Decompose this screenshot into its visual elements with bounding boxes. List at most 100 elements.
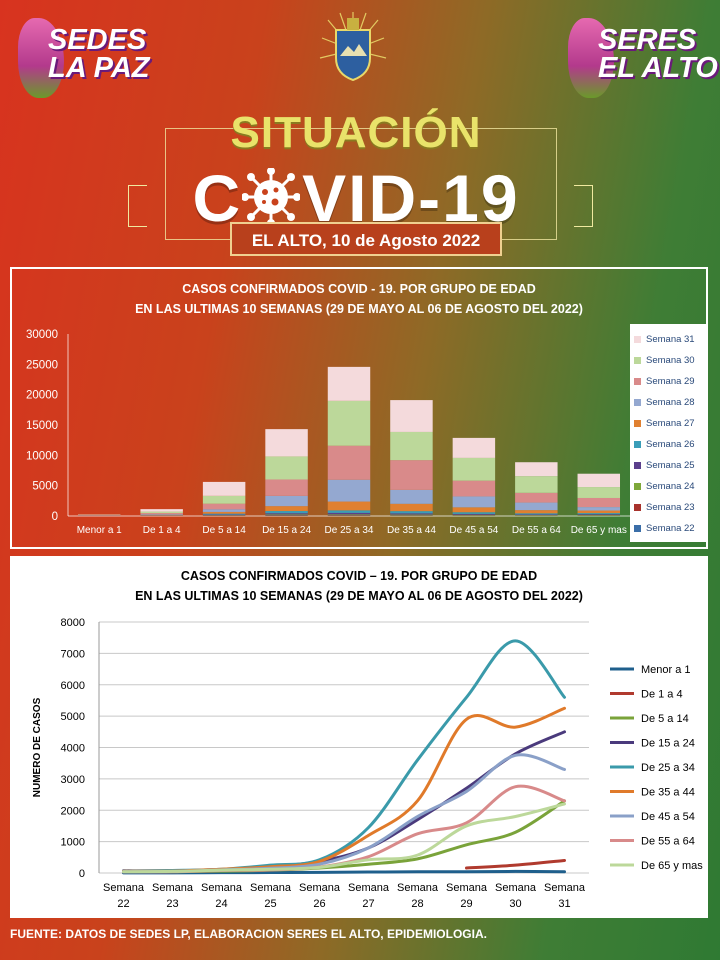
line-y-tick-label: 7000 xyxy=(61,648,85,660)
line-legend-label: De 35 a 44 xyxy=(641,787,695,799)
bar-legend-swatch xyxy=(634,356,641,364)
bar-legend-label: Semana 22 xyxy=(646,523,695,534)
bar-x-tick-label: De 65 y mas xyxy=(571,525,627,536)
bar-x-tick-label: Menor a 1 xyxy=(77,525,122,536)
bar-segment xyxy=(452,496,496,508)
virus-icon xyxy=(242,168,300,226)
bar-legend-swatch xyxy=(634,482,641,490)
bar-legend-label: Semana 23 xyxy=(646,502,695,513)
bar-segment xyxy=(577,473,621,488)
bar-legend-item: Semana 27 xyxy=(634,418,695,430)
line-x-tick-label: Semana 26 xyxy=(299,882,341,910)
bar-segment xyxy=(577,497,621,508)
bar-y-tick-label: 30000 xyxy=(26,329,58,341)
bar-segment xyxy=(265,429,308,457)
bar-legend-swatch xyxy=(634,335,641,343)
seres-el-alto-logo: SERES EL ALTO xyxy=(568,16,718,98)
bar-legend-label: Semana 26 xyxy=(646,439,695,450)
bar-legend-swatch xyxy=(634,503,641,511)
bar-legend-swatch xyxy=(634,419,641,427)
bar-segment xyxy=(390,431,433,461)
bar-legend-item: Semana 23 xyxy=(634,502,695,514)
bar-segment xyxy=(202,514,246,516)
bar-segment xyxy=(390,513,433,515)
bar-legend-item: Semana 30 xyxy=(634,355,695,367)
bar-x-tick-label: De 15 a 24 xyxy=(262,525,311,536)
bar-segment xyxy=(515,502,558,511)
bar-legend-label: Semana 30 xyxy=(646,355,695,366)
bar-segment xyxy=(577,487,621,498)
bar-legend-swatch xyxy=(634,440,641,448)
bar-segment xyxy=(327,512,371,515)
bar-legend-swatch xyxy=(634,461,641,469)
bar-segment xyxy=(577,510,621,514)
bar-segment xyxy=(265,479,308,496)
bar-segment xyxy=(327,514,371,516)
bar-segment xyxy=(202,509,246,512)
line-y-tick-label: 0 xyxy=(79,868,85,880)
line-x-tick-label: Semana 27 xyxy=(348,882,390,910)
bar-x-tick-label: De 25 a 34 xyxy=(325,525,374,536)
bar-legend-item: Semana 24 xyxy=(634,481,695,493)
city-seal-icon xyxy=(319,12,387,82)
bar-legend-swatch xyxy=(634,398,641,406)
bar-legend-item: Semana 22 xyxy=(634,523,695,535)
bar-segment xyxy=(452,513,496,515)
bar-y-tick-label: 20000 xyxy=(26,390,58,402)
left-logo-text: SEDES LA PAZ xyxy=(48,26,150,84)
bar-segment xyxy=(265,506,308,512)
bar-legend-item: Semana 28 xyxy=(634,397,695,409)
line-chart-panel: CASOS CONFIRMADOS COVID – 19. POR GRUPO … xyxy=(10,556,708,918)
line-series xyxy=(465,858,566,870)
line-legend-label: De 45 a 54 xyxy=(641,811,695,823)
line-y-axis-label: NUMERO DE CASOS xyxy=(32,697,43,797)
line-y-tick-label: 2000 xyxy=(61,805,85,817)
bar-legend-label: Semana 25 xyxy=(646,460,695,471)
bar-segment xyxy=(140,513,183,515)
bar-segment xyxy=(202,513,246,515)
bar-segment xyxy=(452,507,496,513)
el-alto-map-icon xyxy=(568,18,614,98)
bar-segment xyxy=(452,514,496,516)
line-series xyxy=(122,802,566,874)
line-x-tick-label: Semana 24 xyxy=(201,882,243,910)
left-logo-line2: LA PAZ xyxy=(48,52,150,84)
bar-segment xyxy=(515,510,558,514)
sedes-la-paz-logo: SEDES LA PAZ xyxy=(18,16,168,98)
bar-segment xyxy=(202,503,246,510)
bar-chart-title-line1: CASOS CONFIRMADOS COVID - 19. POR GRUPO … xyxy=(182,282,536,296)
bar-segment xyxy=(452,457,496,481)
bar-segment xyxy=(140,509,183,512)
bar-legend-swatch xyxy=(634,377,641,385)
bar-x-tick-label: De 45 a 54 xyxy=(449,525,498,536)
bar-segment xyxy=(390,400,433,432)
line-x-tick-label: Semana 23 xyxy=(152,882,194,910)
bar-segment xyxy=(452,437,496,458)
line-x-tick-label: Semana 29 xyxy=(446,882,488,910)
bar-segment xyxy=(265,495,308,507)
bar-segment xyxy=(390,503,433,512)
bar-chart-title-line2: EN LAS ULTIMAS 10 SEMANAS (29 DE MAYO AL… xyxy=(135,302,583,316)
bar-segment xyxy=(452,480,496,497)
line-legend-label: De 65 y mas xyxy=(641,860,703,872)
line-series xyxy=(122,753,566,874)
bar-segment xyxy=(265,514,308,516)
stacked-bar-chart: 0 5000 10000 15000 20000 25000 30000 Menor a 1 D… xyxy=(26,329,630,536)
bar-x-tick-label: De 35 a 44 xyxy=(387,525,436,536)
line-legend-label: Menor a 1 xyxy=(641,664,691,676)
line-x-tick-label: Semana 22 xyxy=(103,882,145,910)
bar-segment xyxy=(327,501,371,511)
bar-segment xyxy=(390,460,433,490)
bar-legend-item: Semana 25 xyxy=(634,460,695,472)
bar-legend-item: Semana 29 xyxy=(634,376,695,388)
line-y-tick-label: 8000 xyxy=(61,617,85,629)
line-y-tick-label: 4000 xyxy=(61,743,85,755)
line-x-tick-label: Semana 30 xyxy=(495,882,537,910)
right-logo-line2: EL ALTO xyxy=(598,52,718,84)
bar-segment xyxy=(390,511,433,514)
bar-segment xyxy=(140,514,183,515)
bar-legend-item: Semana 26 xyxy=(634,439,695,451)
line-y-tick-label: 3000 xyxy=(61,774,85,786)
bar-segment xyxy=(577,514,621,516)
